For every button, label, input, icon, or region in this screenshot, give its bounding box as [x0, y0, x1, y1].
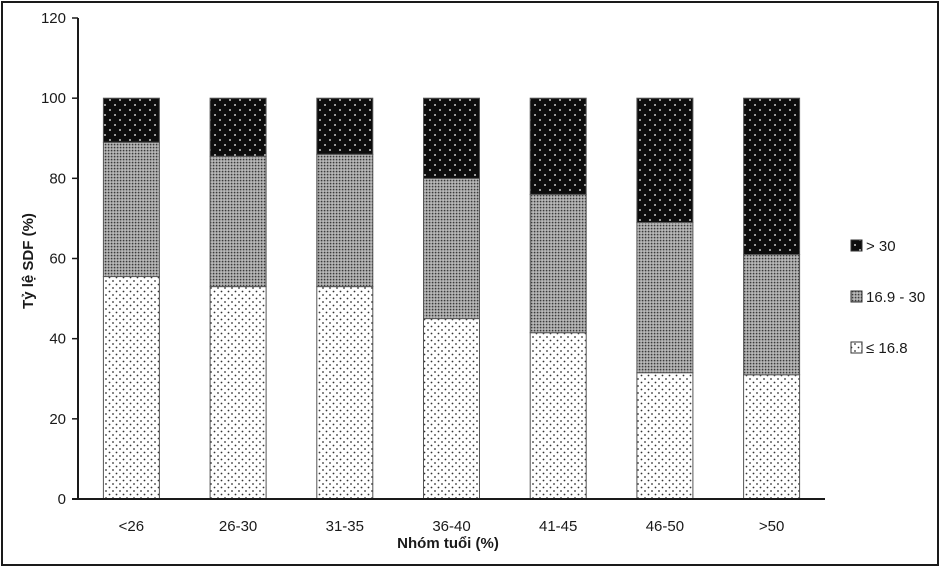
y-axis-title: Tỷ lệ SDF (%): [20, 213, 37, 309]
legend: > 30 16.9 - 30 ≤ 16.8: [850, 238, 925, 357]
y-tick-label: 40: [49, 331, 66, 348]
bar-segment-46-50-≤ 16.8: [636, 372, 694, 500]
bar-segment-26-30-≤ 16.8: [209, 286, 267, 500]
bar-segment-31-35-> 30: [316, 97, 374, 155]
bar-segment-36-40-≤ 16.8: [423, 318, 480, 500]
legend-swatch: [850, 239, 863, 252]
bar-segment-41-45-≤ 16.8: [529, 332, 587, 500]
bars-layer: [102, 97, 801, 500]
legend-label: > 30: [866, 238, 896, 255]
bar-segment-31-35-16.9 - 30: [316, 153, 374, 288]
y-tick-label: 0: [58, 491, 66, 508]
y-tick-label: 20: [49, 411, 66, 428]
bar-segment-46-50-16.9 - 30: [636, 221, 694, 374]
x-tick-label: 46-50: [646, 518, 684, 535]
x-tick-label: 26-30: [219, 518, 257, 535]
legend-swatch: [850, 341, 863, 354]
x-tick-label: 36-40: [432, 518, 470, 535]
y-tick-label: 120: [41, 10, 66, 27]
bar-segment-<26-16.9 - 30: [102, 141, 160, 278]
stacked-bar-chart: <26 26-30 31-35 36-40 41-45 46-50 >50 0 20 40 60 80…: [20, 10, 925, 552]
bar-segment-26-30-16.9 - 30: [209, 155, 267, 288]
x-tick-label: >50: [759, 518, 784, 535]
bar-segment-<26-> 30: [102, 97, 160, 143]
ticks-layer: <26 26-30 31-35 36-40 41-45 46-50 >50 0 20 40 60 80…: [41, 10, 784, 535]
bar-segment-31-35-≤ 16.8: [316, 286, 374, 500]
bar-segment-36-40-16.9 - 30: [423, 177, 480, 320]
bar-segment->50-16.9 - 30: [743, 254, 801, 376]
bar-segment-36-40-> 30: [423, 97, 480, 179]
bar-segment-41-45-> 30: [529, 97, 587, 195]
x-tick-label: <26: [119, 518, 144, 535]
x-tick-label: 31-35: [326, 518, 364, 535]
y-tick-label: 80: [49, 170, 66, 187]
x-tick-label: 41-45: [539, 518, 577, 535]
y-tick-label: 60: [49, 251, 66, 268]
bar-segment-26-30-> 30: [209, 97, 267, 157]
bar-segment-<26-≤ 16.8: [102, 276, 160, 500]
y-tick-label: 100: [41, 90, 66, 107]
bar-segment-41-45-16.9 - 30: [529, 193, 587, 334]
bar-segment->50-> 30: [743, 97, 801, 255]
legend-label: 16.9 - 30: [866, 289, 925, 306]
legend-swatch: [850, 290, 863, 303]
x-axis-title: Nhóm tuổi (%): [397, 535, 499, 552]
bar-segment-46-50-> 30: [636, 97, 694, 223]
legend-label: ≤ 16.8: [866, 340, 908, 357]
bar-segment->50-≤ 16.8: [743, 374, 801, 500]
